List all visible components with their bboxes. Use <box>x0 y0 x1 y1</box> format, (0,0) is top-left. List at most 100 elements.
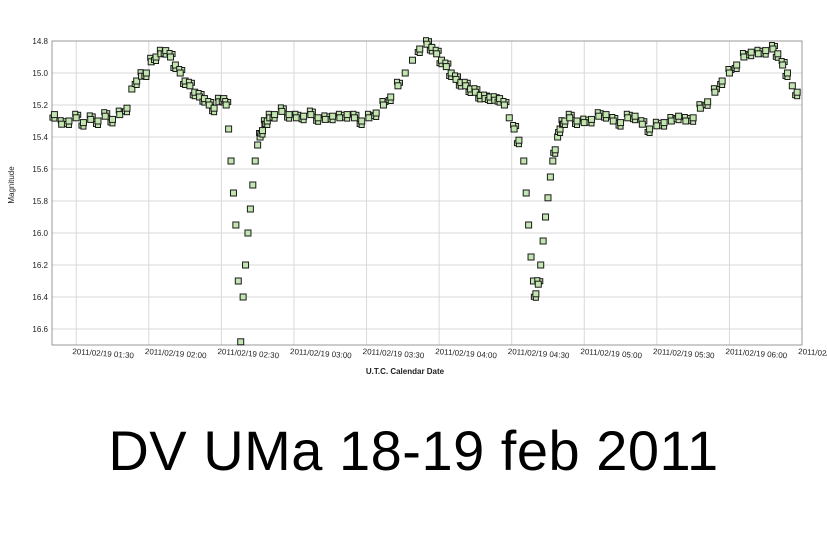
data-point <box>542 213 550 221</box>
data-point <box>292 114 300 122</box>
y-tick-label: 16.0 <box>32 229 48 238</box>
data-point <box>696 104 704 112</box>
data-point <box>285 111 293 119</box>
light-curve-chart: 14.8 15.0 15.2 15.4 15.6 15.8 16.0 16.2 16.4 16.6… <box>7 37 827 376</box>
data-point <box>515 136 523 144</box>
data-point <box>617 119 625 127</box>
x-axis-ticks: 2011/02/19 01:30 2011/02/19 02:00 2011/02/… <box>72 347 827 360</box>
data-point <box>779 61 787 69</box>
data-point <box>546 173 554 181</box>
data-point <box>725 69 733 77</box>
data-point <box>793 88 801 96</box>
data-point <box>525 221 533 229</box>
y-tick-label: 16.6 <box>32 325 48 334</box>
y-tick-label: 14.8 <box>32 37 48 46</box>
x-axis-label: U.T.C. Calendar Date <box>366 367 445 376</box>
caption-title: DV UMa 18-19 feb 2011 <box>108 419 719 482</box>
data-point <box>609 117 617 125</box>
data-point <box>244 229 252 237</box>
data-point <box>740 53 748 61</box>
x-tick-label: 2011/02/19 01:30 <box>72 347 135 360</box>
chart-grid <box>52 40 803 345</box>
data-point <box>551 146 559 154</box>
data-point <box>271 111 279 119</box>
data-point <box>65 117 73 125</box>
data-point <box>595 112 603 120</box>
data-point <box>258 127 266 135</box>
data-point <box>442 63 450 71</box>
data-point <box>176 69 184 77</box>
data-point <box>532 290 540 298</box>
data-point <box>94 117 102 125</box>
data-point <box>539 237 547 245</box>
data-point <box>101 112 109 120</box>
x-tick-label: 2011/02/19 02:00 <box>145 347 208 360</box>
data-point <box>394 82 402 90</box>
data-point <box>251 157 259 165</box>
data-point <box>167 53 175 61</box>
data-point <box>588 115 596 123</box>
data-point <box>769 45 777 53</box>
data-point <box>537 261 545 269</box>
y-tick-label: 15.8 <box>32 197 48 206</box>
data-point <box>747 48 755 56</box>
data-point <box>171 61 179 69</box>
data-point <box>580 119 588 127</box>
data-point <box>718 77 726 85</box>
data-point <box>762 47 770 55</box>
data-point <box>321 115 329 123</box>
data-point <box>225 125 233 133</box>
data-point <box>50 111 58 119</box>
data-point <box>754 50 762 58</box>
data-point <box>522 189 530 197</box>
data-point <box>549 157 557 165</box>
data-point <box>408 56 416 64</box>
x-tick-label: 2011/02/19 02:30 <box>217 347 280 360</box>
data-point <box>234 277 242 285</box>
data-point <box>222 101 230 109</box>
data-point <box>246 205 254 213</box>
y-tick-label: 15.2 <box>32 101 48 110</box>
x-tick-label: 2011/02/19 05:30 <box>653 347 716 360</box>
y-tick-label: 16.2 <box>32 261 48 270</box>
data-point <box>108 115 116 123</box>
data-point <box>638 120 646 128</box>
data-point <box>401 69 409 77</box>
data-point <box>79 119 87 127</box>
data-point <box>653 122 661 130</box>
data-point <box>667 117 675 125</box>
data-point <box>372 109 380 117</box>
data-point <box>711 88 719 96</box>
y-tick-label: 16.4 <box>32 293 48 302</box>
data-point <box>343 111 351 119</box>
data-point <box>123 104 131 112</box>
data-point <box>527 253 535 261</box>
data-point <box>788 82 796 90</box>
data-point <box>534 280 542 288</box>
data-point <box>783 69 791 77</box>
data-point <box>505 114 513 122</box>
data-point <box>624 114 632 122</box>
data-points <box>49 37 801 346</box>
data-point <box>631 112 639 120</box>
data-point <box>365 114 373 122</box>
data-point <box>329 112 337 120</box>
data-point <box>249 181 257 189</box>
data-point <box>87 115 95 123</box>
x-tick-label: 2011/02/19 06:30 <box>798 347 827 360</box>
data-point <box>379 101 387 109</box>
data-point <box>350 114 358 122</box>
data-point <box>544 194 552 202</box>
y-tick-label: 15.4 <box>32 133 48 142</box>
x-tick-label: 2011/02/19 04:30 <box>508 347 571 360</box>
y-axis-ticks: 14.8 15.0 15.2 15.4 15.6 15.8 16.0 16.2 16.4 16.6 <box>32 37 48 334</box>
data-point <box>358 117 366 125</box>
data-point <box>387 93 395 101</box>
data-point <box>116 111 124 119</box>
data-point <box>500 101 508 109</box>
y-tick-label: 15.0 <box>32 69 48 78</box>
data-point <box>646 125 654 133</box>
data-point <box>704 98 712 106</box>
data-point <box>602 111 610 119</box>
data-point <box>278 107 286 115</box>
